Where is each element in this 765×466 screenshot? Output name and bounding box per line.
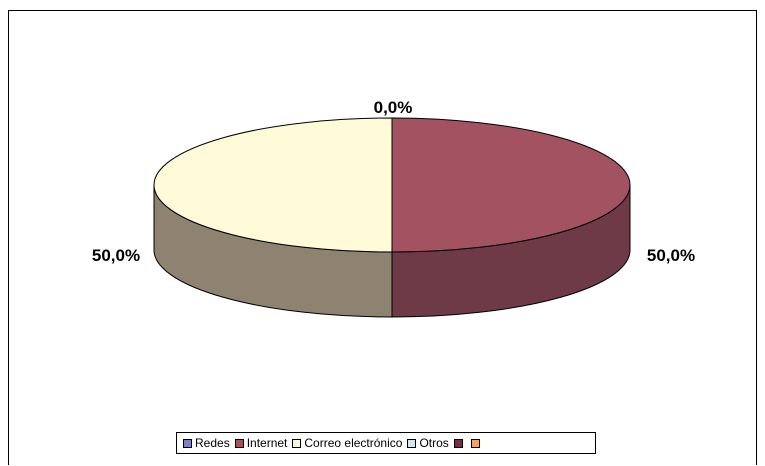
legend-item-redes: Redes [183,436,230,450]
pie-labels: 0,0% 50,0% 50,0% [92,98,695,265]
pie-top [153,117,631,253]
legend-label-redes: Redes [195,436,230,450]
legend-item-internet: Internet [234,436,288,450]
legend-label-otros: Otros [419,436,449,450]
pie-slice-internet [391,117,631,253]
data-label-internet: 50,0% [647,246,695,265]
legend-swatch-redes [183,438,192,448]
legend-swatch-correo [292,438,302,448]
legend-label-internet: Internet [246,436,288,450]
legend-label-correo: Correo electrónico [304,436,403,450]
legend-item-series-6 [470,438,483,448]
pie-slice-correo-electr-nico [153,117,393,253]
legend-item-correo: Correo electrónico [292,436,402,450]
legend-swatch-otros [407,438,417,448]
pie-chart: 0,0% 50,0% 50,0% [92,98,695,318]
legend-item-series-5 [453,438,466,448]
data-label-correo: 50,0% [92,246,140,265]
legend-swatch-series-5 [453,438,463,448]
legend-swatch-internet [234,438,244,448]
data-label-otros: 0,0% [374,98,413,117]
legend-item-otros: Otros [407,436,449,450]
legend-swatch-series-6 [470,438,480,448]
chart-area: 0,0% 50,0% 50,0% [8,10,757,465]
legend: Redes Internet Correo electrónico Otros [176,432,596,454]
